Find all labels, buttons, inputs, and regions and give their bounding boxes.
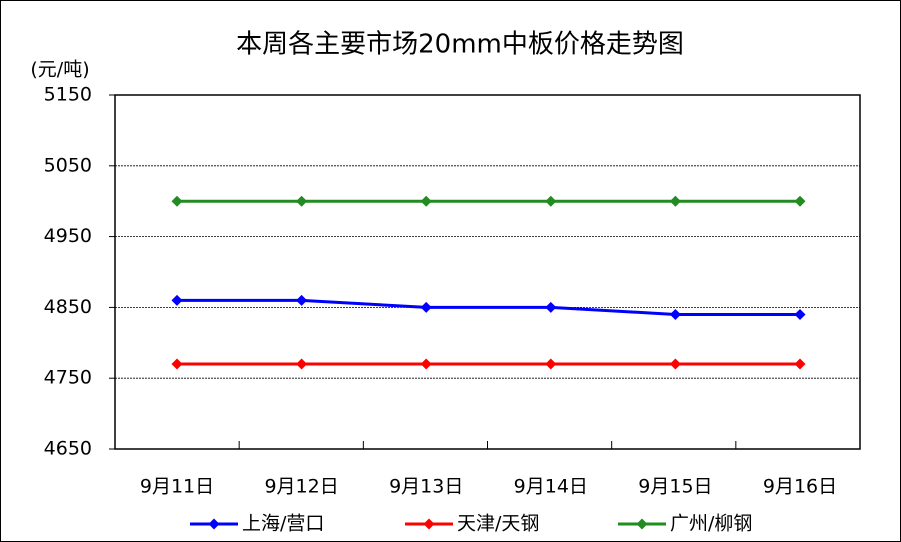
data-point	[296, 294, 308, 306]
x-tick-label: 9月16日	[763, 476, 837, 498]
x-tick-label: 9月11日	[140, 476, 214, 498]
y-tick-label: 5050	[44, 154, 92, 176]
y-axis-label: (元/吨)	[30, 59, 89, 81]
data-point	[794, 308, 806, 320]
y-tick-label: 5150	[44, 84, 92, 106]
series-line	[177, 298, 800, 316]
data-point	[420, 358, 432, 370]
legend-label: 天津/天钢	[457, 513, 539, 535]
data-point	[171, 358, 183, 370]
legend-marker	[423, 518, 435, 530]
x-tick-label: 9月12日	[264, 476, 338, 498]
x-tick-label: 9月15日	[638, 476, 712, 498]
data-point	[545, 301, 557, 313]
data-point	[669, 308, 681, 320]
data-point	[794, 195, 806, 207]
legend-marker	[636, 518, 648, 530]
chart-title: 本周各主要市场20mm中板价格走势图	[236, 30, 684, 60]
legend-label: 上海/营口	[242, 513, 324, 535]
y-tick-label: 4650	[44, 438, 92, 460]
data-point	[794, 358, 806, 370]
x-tick-label: 9月14日	[514, 476, 588, 498]
data-point	[296, 195, 308, 207]
y-tick-label: 4850	[44, 296, 92, 318]
y-tick-label: 4750	[44, 367, 92, 389]
data-point	[669, 195, 681, 207]
data-point	[296, 358, 308, 370]
data-point	[171, 195, 183, 207]
data-point	[545, 195, 557, 207]
y-tick-label: 4950	[44, 225, 92, 247]
data-point	[669, 358, 681, 370]
data-point	[420, 301, 432, 313]
x-tick-label: 9月13日	[389, 476, 463, 498]
legend-marker	[208, 518, 220, 530]
data-point	[545, 358, 557, 370]
data-point	[420, 195, 432, 207]
legend-label: 广州/柳钢	[670, 513, 752, 535]
data-point	[171, 294, 183, 306]
